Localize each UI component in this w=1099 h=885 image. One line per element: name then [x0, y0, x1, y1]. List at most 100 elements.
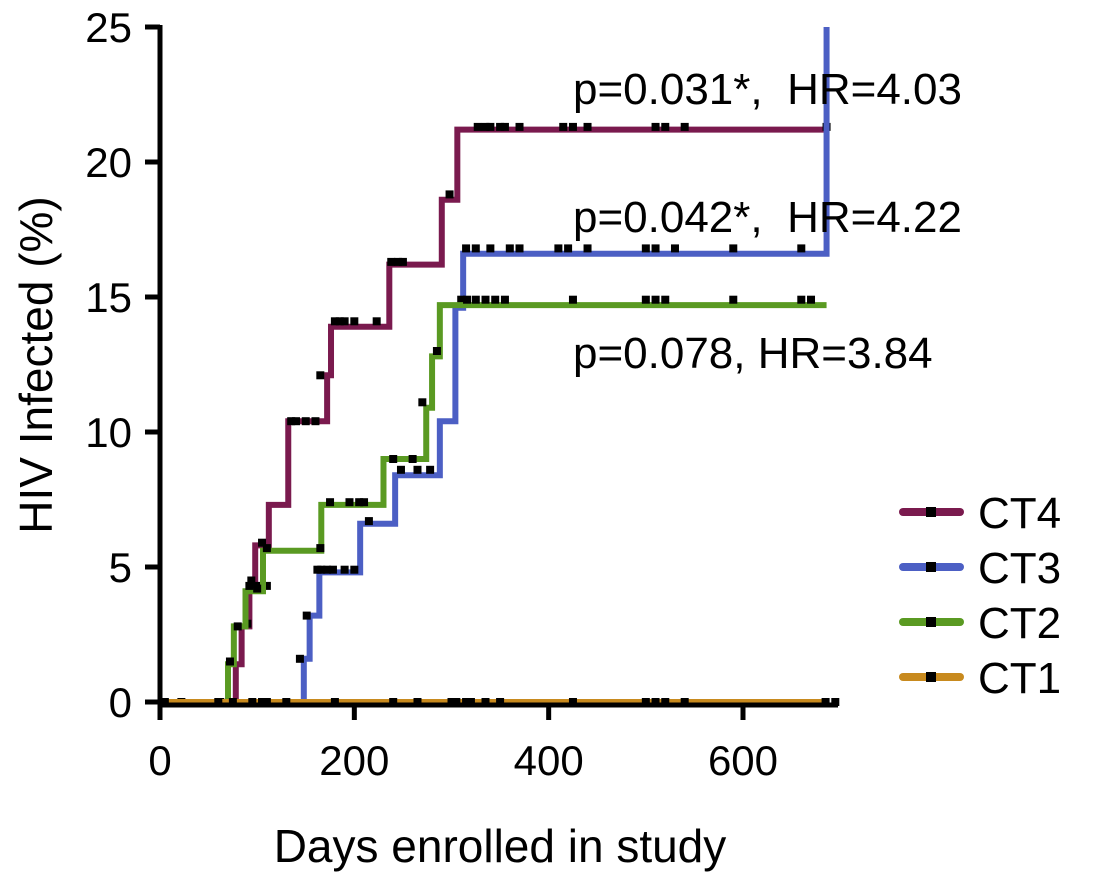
- legend-item-ct2: CT2: [899, 599, 1061, 648]
- censor-mark: [568, 295, 577, 304]
- x-tick-label: 200: [319, 737, 389, 784]
- censor-mark: [481, 295, 490, 304]
- y-tick-label: 20: [85, 139, 132, 186]
- x-tick-label: 400: [514, 737, 584, 784]
- censor-mark: [398, 257, 407, 266]
- legend-marker: [926, 562, 936, 572]
- censor-mark: [471, 295, 480, 304]
- censor-mark: [568, 698, 577, 706]
- censor-mark: [350, 565, 359, 574]
- legend-item-ct1: CT1: [899, 654, 1061, 703]
- censor-mark: [389, 455, 398, 463]
- censor-mark: [505, 244, 514, 253]
- censor-mark: [651, 698, 660, 706]
- y-tick-label: 15: [85, 274, 132, 321]
- censor-mark: [418, 398, 427, 407]
- censor-mark: [160, 698, 169, 706]
- censor-mark: [729, 295, 738, 304]
- censor-mark: [797, 295, 806, 304]
- censor-mark: [496, 122, 505, 131]
- censor-mark: [583, 122, 592, 131]
- censor-mark: [491, 295, 500, 304]
- censor-mark: [282, 698, 291, 706]
- censor-mark: [661, 295, 670, 304]
- censor-mark: [462, 698, 471, 706]
- annotation-ct2: p=0.078, HR=3.84: [573, 329, 933, 378]
- censor-mark: [426, 465, 435, 474]
- censor-mark: [486, 244, 495, 253]
- censor-mark: [317, 565, 326, 574]
- series-ct2: [160, 295, 827, 705]
- censor-mark: [330, 317, 339, 326]
- censor-mark: [670, 244, 679, 253]
- censor-mark: [340, 317, 349, 326]
- censor-mark: [258, 538, 267, 547]
- censor-mark: [301, 417, 310, 426]
- censor-mark: [228, 698, 237, 706]
- censor-mark: [355, 498, 364, 507]
- censor-mark: [641, 244, 650, 253]
- censor-mark: [797, 244, 806, 253]
- censor-mark: [292, 417, 301, 426]
- censor-mark: [262, 544, 271, 553]
- censor-mark: [340, 565, 349, 574]
- censor-mark: [396, 465, 405, 474]
- censor-mark: [473, 122, 482, 131]
- censor-mark: [463, 295, 472, 304]
- y-tick-label: 10: [85, 409, 132, 456]
- annotation-ct3: p=0.042*, HR=4.22: [573, 193, 962, 242]
- legend: CT4 CT3 CT2 CT1: [899, 489, 1061, 703]
- censor-mark: [413, 698, 422, 706]
- censor-mark: [831, 698, 840, 706]
- censor-mark: [372, 317, 381, 326]
- censor-mark: [262, 698, 271, 706]
- censor-mark: [651, 244, 660, 253]
- censor-mark: [661, 698, 670, 706]
- censor-mark: [214, 698, 223, 706]
- censor-mark: [253, 584, 262, 593]
- censor-mark: [345, 498, 354, 507]
- censor-mark: [559, 122, 568, 131]
- y-tick-label: 25: [85, 4, 132, 51]
- censor-mark: [233, 622, 242, 631]
- legend-marker: [926, 672, 936, 682]
- y-tick-label: 0: [109, 679, 132, 726]
- censor-mark: [258, 698, 267, 706]
- censor-mark: [583, 244, 592, 253]
- censor-mark: [360, 498, 369, 507]
- series-ct1: [160, 698, 840, 706]
- censor-mark: [641, 698, 650, 706]
- legend-item-ct4: CT4: [899, 489, 1061, 538]
- censor-mark: [554, 244, 563, 253]
- censor-mark: [680, 698, 689, 706]
- censor-mark: [457, 295, 466, 304]
- censor-mark: [326, 498, 335, 507]
- censor-mark: [564, 244, 573, 253]
- legend-label: CT4: [978, 489, 1061, 538]
- censor-mark: [641, 295, 650, 304]
- censor-mark: [466, 698, 475, 706]
- censor-mark: [481, 122, 490, 131]
- censor-mark: [452, 698, 461, 706]
- censor-mark: [311, 417, 320, 426]
- x-tick-label: 0: [148, 737, 171, 784]
- censor-mark: [445, 190, 454, 199]
- censor-mark: [432, 347, 441, 355]
- censor-mark: [661, 122, 670, 131]
- censor-mark: [651, 295, 660, 304]
- legend-label: CT2: [978, 599, 1061, 648]
- x-axis-title: Days enrolled in study: [274, 820, 727, 872]
- censor-mark: [651, 122, 660, 131]
- censor-mark: [413, 465, 422, 474]
- censor-mark: [408, 455, 417, 463]
- y-axis-title: HIV Infected (%): [10, 196, 62, 533]
- censor-mark: [389, 698, 398, 706]
- x-tick-label: 600: [708, 737, 778, 784]
- censor-mark: [568, 122, 577, 131]
- censor-mark: [225, 657, 234, 666]
- legend-item-ct3: CT3: [899, 544, 1061, 593]
- censor-mark: [394, 257, 403, 266]
- censor-mark: [387, 257, 396, 266]
- censor-mark: [262, 581, 271, 590]
